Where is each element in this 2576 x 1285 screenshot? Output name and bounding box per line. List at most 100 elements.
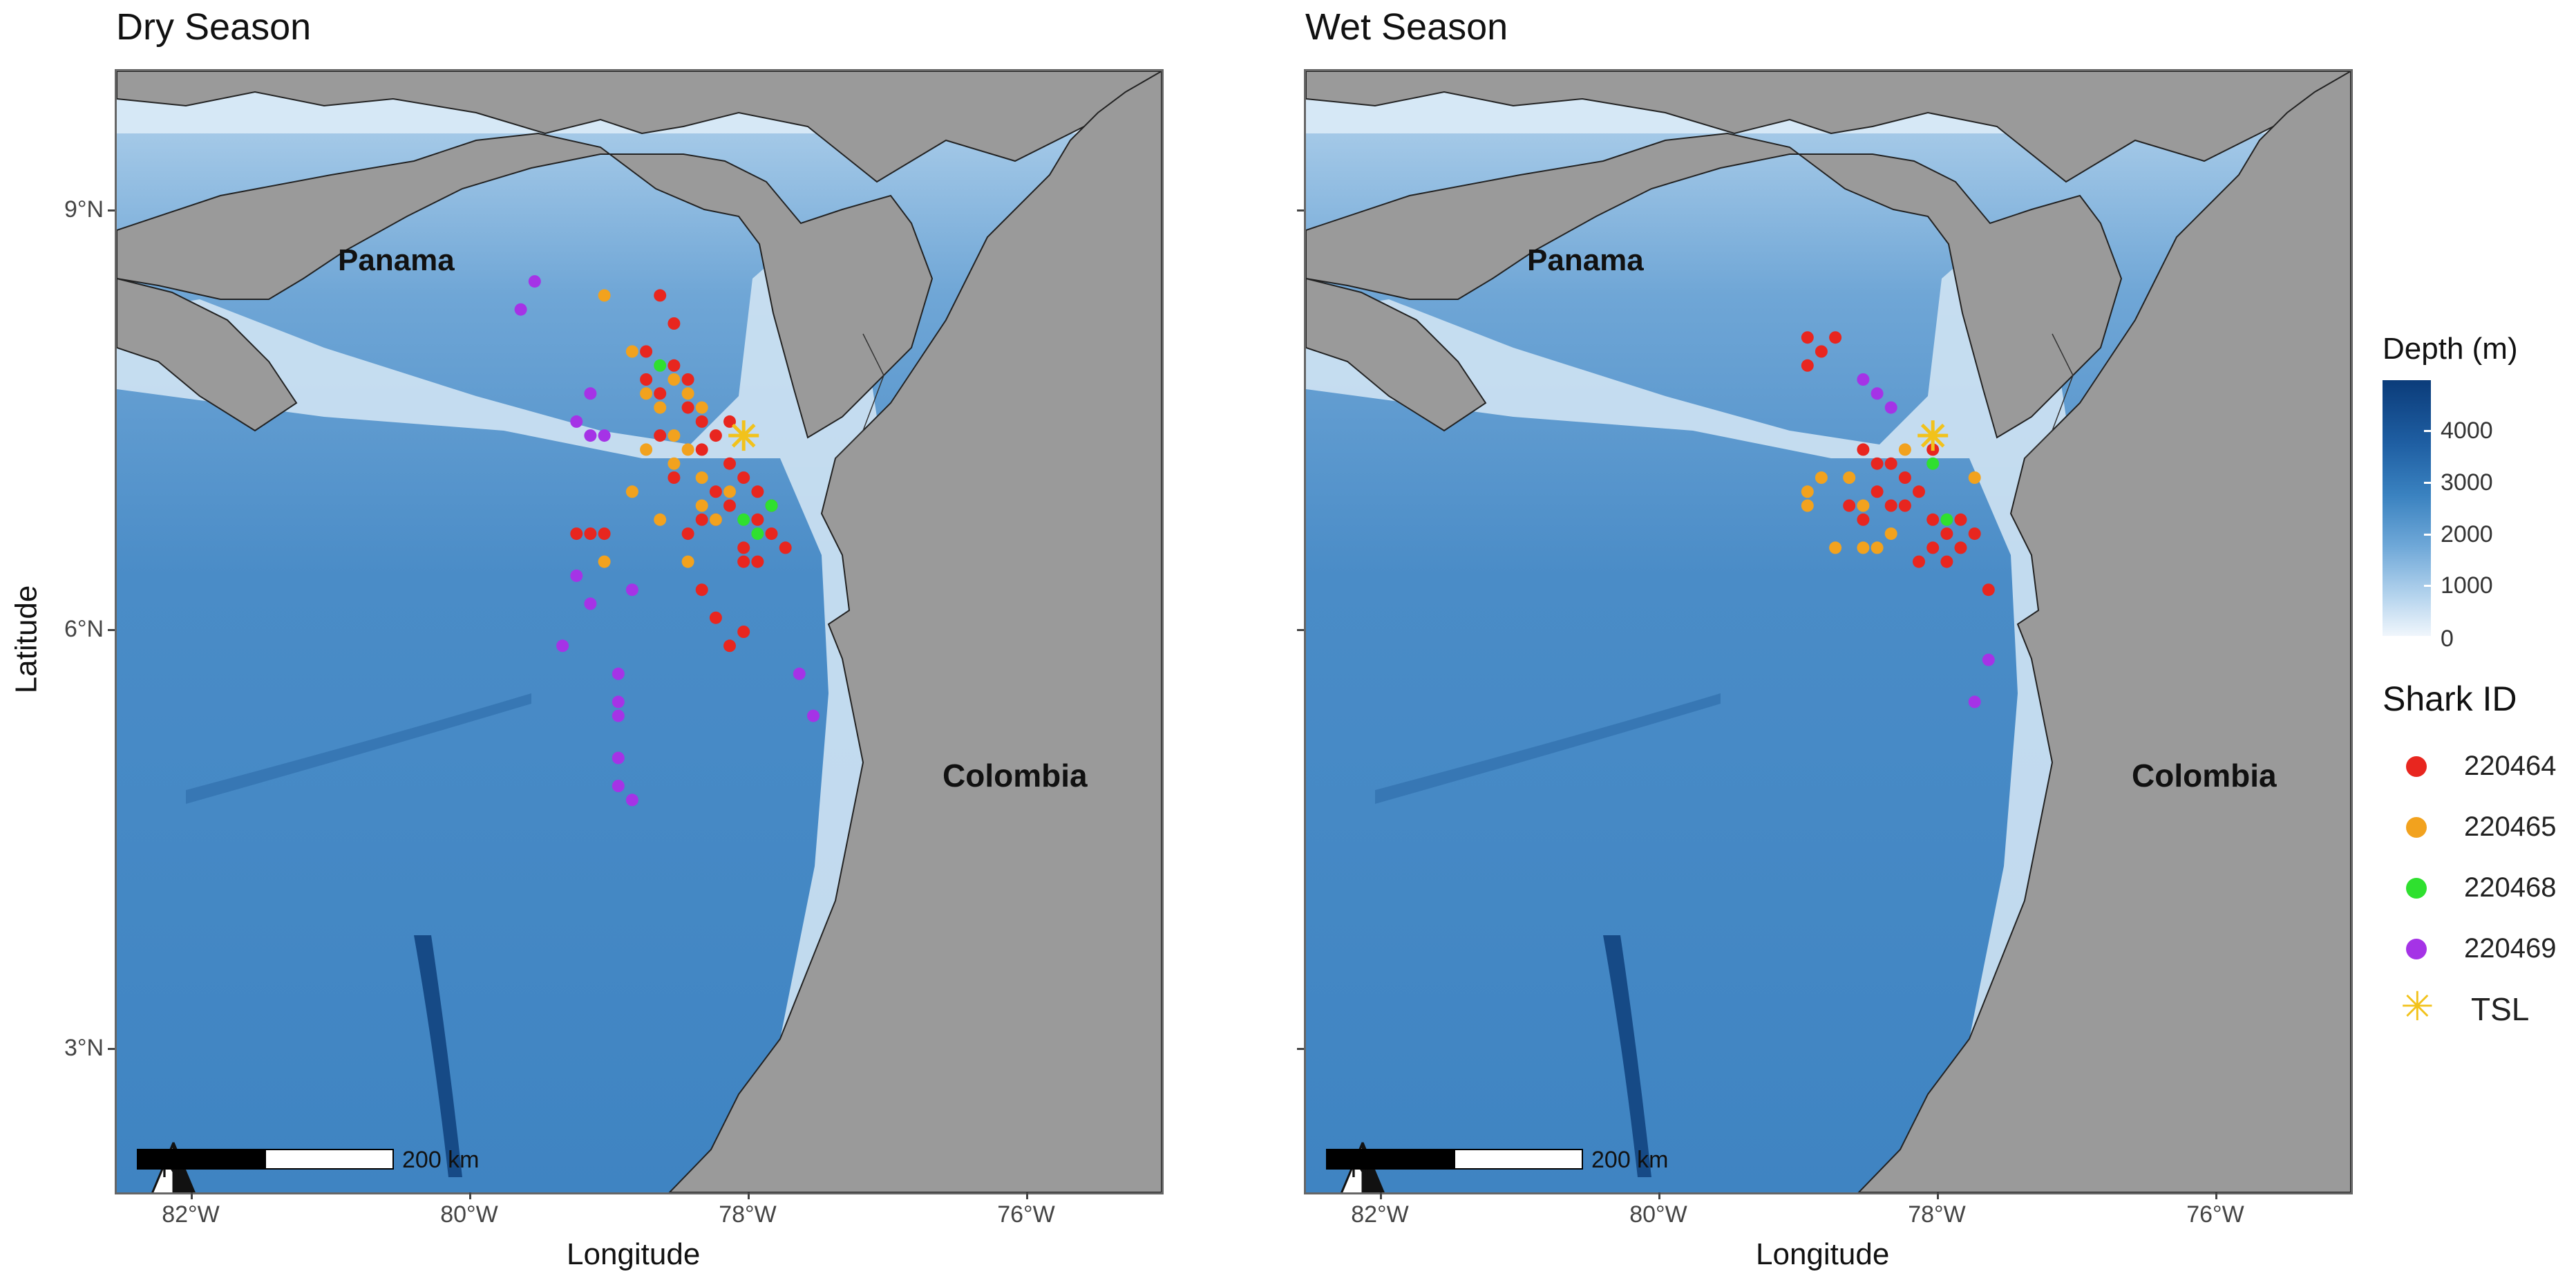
point-220464-dry-29 [570,527,583,541]
point-220464-wet-7 [1871,485,1884,498]
north-land-wet [1306,71,2351,183]
point-220465-dry-13 [654,513,667,526]
label-colombia-dry: Colombia [943,758,1088,794]
depth-legend-title: Depth (m) [2383,332,2518,366]
point-220465-dry-12 [709,513,722,526]
point-220469-wet-1 [1871,387,1884,400]
depth-tick-1000: 1000 [2441,572,2493,599]
point-220465-dry-16 [598,555,611,568]
point-220464-wet-10 [1926,513,1940,526]
legend-dot-220468 [2406,878,2427,899]
depth-tick-2000: 2000 [2441,521,2493,547]
point-220469-dry-12 [612,709,625,722]
point-220465-dry-10 [695,471,708,484]
point-220465-wet-2 [1843,471,1856,484]
ytick-6n-left: 6°N [64,616,104,642]
point-220469-dry-5 [598,429,611,442]
scale-bar-white-dry [265,1149,394,1170]
point-220465-dry-3 [667,373,681,386]
point-220464-dry-3 [667,359,681,372]
point-220464-dry-20 [681,527,694,541]
point-220464-dry-8 [723,457,736,470]
legend-dot-220465 [2406,817,2427,838]
point-220464-dry-0 [654,289,667,302]
point-220464-wet-16 [1940,555,1953,568]
point-220464-dry-35 [654,429,667,442]
point-220469-dry-3 [570,415,583,428]
point-220465-dry-2 [640,387,653,400]
panama-land-dry [117,132,934,439]
point-220469-dry-13 [612,751,625,765]
point-220465-dry-17 [723,485,736,498]
point-220469-dry-2 [584,387,597,400]
point-220464-dry-27 [584,527,597,541]
scale-bar-black-dry [137,1149,266,1170]
point-220464-dry-28 [598,527,611,541]
y-axis-title: Latitude [9,585,44,694]
shark-legend-title: Shark ID [2383,679,2517,718]
point-220464-dry-26 [723,639,736,653]
point-220464-dry-30 [681,373,694,386]
point-220465-wet-4 [1871,541,1884,554]
panama-land-wet [1306,132,2123,439]
legend-dot-220469 [2406,939,2427,959]
depth-tick-4000: 4000 [2441,418,2493,444]
point-220469-dry-7 [584,597,597,610]
xtick-82w-left: 82°W [162,1201,220,1228]
point-220468-wet-0 [1940,513,1953,526]
point-220469-dry-15 [625,794,638,807]
tsl-asterisk-icon-dry [728,420,759,451]
point-220468-wet-1 [1926,457,1940,470]
point-220465-wet-8 [1968,471,1981,484]
point-220465-wet-9 [1801,499,1814,512]
point-220468-dry-2 [765,499,778,512]
point-220464-dry-10 [709,485,722,498]
point-220465-dry-18 [695,499,708,512]
xtick-80w-right: 80°W [1629,1201,1687,1228]
point-220465-wet-0 [1815,471,1828,484]
point-220468-dry-3 [751,527,764,541]
point-220465-dry-14 [625,485,638,498]
point-220469-dry-14 [612,780,625,792]
point-220464-dry-21 [751,555,764,568]
point-220464-dry-1 [667,317,681,330]
point-220465-dry-1 [625,345,638,358]
point-220464-wet-8 [1913,485,1925,498]
scale-bar-black-wet [1326,1149,1455,1170]
xtick-76w-left: 76°W [997,1201,1055,1228]
point-220464-wet-20 [1982,583,1995,597]
point-220464-dry-34 [723,415,736,428]
point-220464-dry-11 [751,485,764,498]
azuero-land-wet [1306,277,1487,432]
tsl-asterisk-icon-wet [1917,420,1949,451]
xtick-82w-right: 82°W [1351,1201,1409,1228]
point-220465-dry-9 [640,443,653,456]
xtick-78w-right: 78°W [1908,1201,1966,1228]
point-220464-dry-9 [737,471,750,484]
point-220464-wet-9 [1898,499,1911,512]
point-220464-wet-6 [1898,471,1911,484]
point-220464-wet-0 [1801,331,1814,344]
label-colombia-wet: Colombia [2132,758,2277,794]
legend-dot-220464 [2406,756,2427,777]
legend-label-220468: 220468 [2464,872,2557,903]
point-220464-wet-17 [1884,499,1897,512]
point-220465-wet-1 [1801,485,1814,498]
point-220464-dry-31 [640,373,653,386]
point-220469-wet-4 [1968,695,1981,709]
point-220464-wet-12 [1926,541,1940,554]
point-220465-dry-0 [598,289,611,302]
panel-title-dry: Dry Season [116,6,312,48]
legend-tsl-asterisk-icon: ✳ [2400,984,2434,1029]
point-220464-wet-4 [1857,443,1870,456]
point-220465-wet-10 [1898,443,1911,456]
point-220464-dry-23 [695,583,708,597]
map-dry[interactable]: PanamaColombiaN200 km [115,69,1164,1194]
point-220464-wet-19 [1843,499,1856,512]
ytick-3n-left: 3°N [64,1035,104,1061]
map-wet[interactable]: PanamaColombiaN200 km [1304,69,2353,1194]
point-220464-dry-14 [751,513,764,526]
point-220465-wet-6 [1829,541,1842,554]
point-220464-dry-22 [737,555,750,568]
north-land-dry [117,71,1162,183]
